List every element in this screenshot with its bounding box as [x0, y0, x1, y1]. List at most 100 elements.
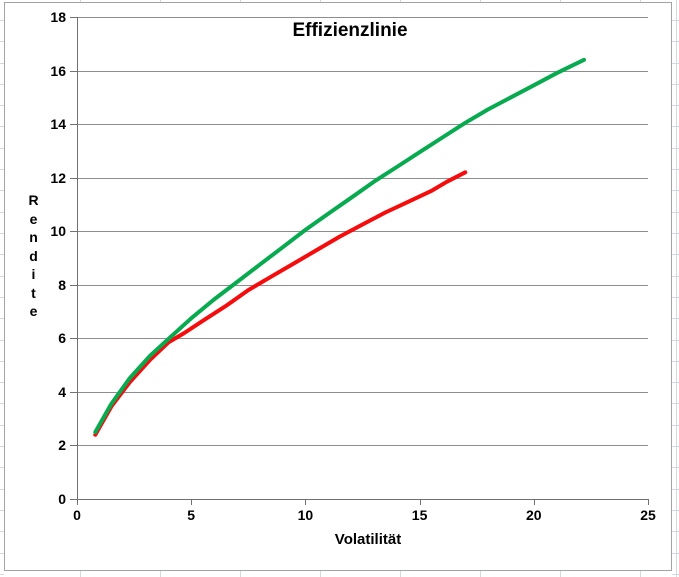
y-axis-line	[77, 17, 78, 500]
sheet-column-line	[640, 571, 641, 577]
sheet-row-line	[0, 126, 4, 127]
y-tick-label: 16	[50, 62, 66, 79]
y-tick-mark	[70, 17, 77, 18]
sheet-column-line	[240, 571, 241, 577]
y-gridline	[78, 177, 648, 179]
y-axis-title-letter: n	[29, 229, 38, 245]
sheet-row-line	[0, 403, 4, 404]
x-tick-mark	[419, 499, 421, 505]
sheet-row-line	[0, 190, 4, 191]
sheet-row-line	[672, 190, 679, 191]
y-tick-mark	[70, 338, 77, 340]
y-tick-mark	[70, 177, 77, 179]
sheet-row-line	[672, 553, 679, 554]
sheet-column-line	[640, 0, 641, 3]
y-tick-mark	[70, 391, 77, 393]
sheet-row-line	[672, 41, 679, 42]
y-tick-mark	[70, 445, 77, 447]
sheet-row-line	[672, 467, 679, 468]
sheet-row-line	[672, 105, 679, 106]
y-gridline	[78, 338, 648, 340]
x-tick-mark	[191, 499, 193, 505]
y-tick-mark	[70, 284, 77, 286]
sheet-row-line	[672, 84, 679, 85]
y-axis-title-letter: t	[31, 284, 36, 301]
x-tick-mark	[533, 499, 535, 505]
y-gridline	[78, 445, 648, 447]
sheet-row-line	[672, 382, 679, 383]
sheet-row-line	[0, 84, 4, 85]
sheet-row-line	[672, 20, 679, 21]
chart-object[interactable]	[4, 2, 672, 571]
x-tick-label: 15	[411, 507, 428, 523]
y-axis-title-letter: e	[29, 210, 38, 227]
sheet-row-line	[672, 126, 679, 127]
sheet-row-line	[0, 63, 4, 64]
sheet-row-line	[0, 382, 4, 383]
x-tick-mark	[305, 499, 307, 505]
sheet-column-line	[560, 0, 561, 3]
sheet-row-line	[672, 318, 679, 319]
y-tick-label: 6	[58, 330, 66, 347]
x-axis-line	[77, 499, 649, 500]
x-tick-mark	[77, 499, 78, 505]
y-tick-label: 8	[58, 276, 66, 293]
y-tick-label: 18	[50, 9, 66, 25]
sheet-column-line	[400, 0, 401, 3]
sheet-row-line	[0, 553, 4, 554]
x-axis-title: Volatilität	[334, 531, 402, 548]
y-axis-title-letter: d	[29, 247, 38, 264]
sheet-row-line	[0, 425, 4, 426]
sheet-row-line	[0, 148, 4, 149]
y-axis-title-letter: e	[29, 303, 38, 319]
sheet-row-line	[672, 169, 679, 170]
sheet-column-line	[80, 0, 81, 3]
sheet-row-line	[672, 297, 679, 298]
sheet-row-line	[0, 361, 4, 362]
sheet-row-line	[672, 148, 679, 149]
sheet-row-line	[672, 233, 679, 234]
sheet-row-line	[0, 446, 4, 447]
x-tick-label: 5	[187, 507, 196, 523]
y-tick-label: 4	[58, 383, 66, 400]
sheet-column-line	[160, 0, 161, 3]
x-tick-mark	[648, 499, 649, 505]
sheet-column-line	[240, 0, 241, 3]
sheet-row-line	[672, 212, 679, 213]
y-tick-label: 0	[58, 491, 66, 507]
y-tick-label: 14	[50, 116, 66, 133]
sheet-row-line	[672, 403, 679, 404]
y-gridline	[78, 17, 648, 18]
y-gridline	[78, 124, 648, 126]
sheet-column-line	[676, 0, 677, 577]
sheet-row-line	[672, 446, 679, 447]
y-tick-mark	[70, 499, 77, 500]
y-axis-title-letter: R	[28, 192, 39, 208]
y-gridline	[78, 391, 648, 393]
sheet-column-line	[400, 571, 401, 577]
sheet-row-line	[0, 467, 4, 468]
y-gridline	[78, 231, 648, 233]
x-tick-label: 10	[297, 507, 314, 523]
sheet-row-line	[0, 510, 4, 511]
y-tick-label: 2	[58, 437, 66, 454]
sheet-row-line	[672, 276, 679, 277]
y-tick-mark	[70, 231, 77, 233]
sheet-row-line	[0, 169, 4, 170]
sheet-column-line	[320, 571, 321, 577]
chart-title: Effizienzlinie	[292, 20, 408, 41]
sheet-column-line	[480, 571, 481, 577]
sheet-row-line	[0, 41, 4, 42]
x-tick-label: 0	[73, 507, 81, 523]
sheet-row-line	[672, 574, 679, 575]
sheet-row-line	[0, 340, 4, 341]
sheet-row-line	[672, 340, 679, 341]
sheet-row-line	[672, 425, 679, 426]
x-tick-label: 20	[526, 507, 542, 523]
sheet-column-line	[560, 571, 561, 577]
sheet-row-line	[0, 105, 4, 106]
sheet-row-line	[672, 510, 679, 511]
sheet-row-line	[0, 212, 4, 213]
